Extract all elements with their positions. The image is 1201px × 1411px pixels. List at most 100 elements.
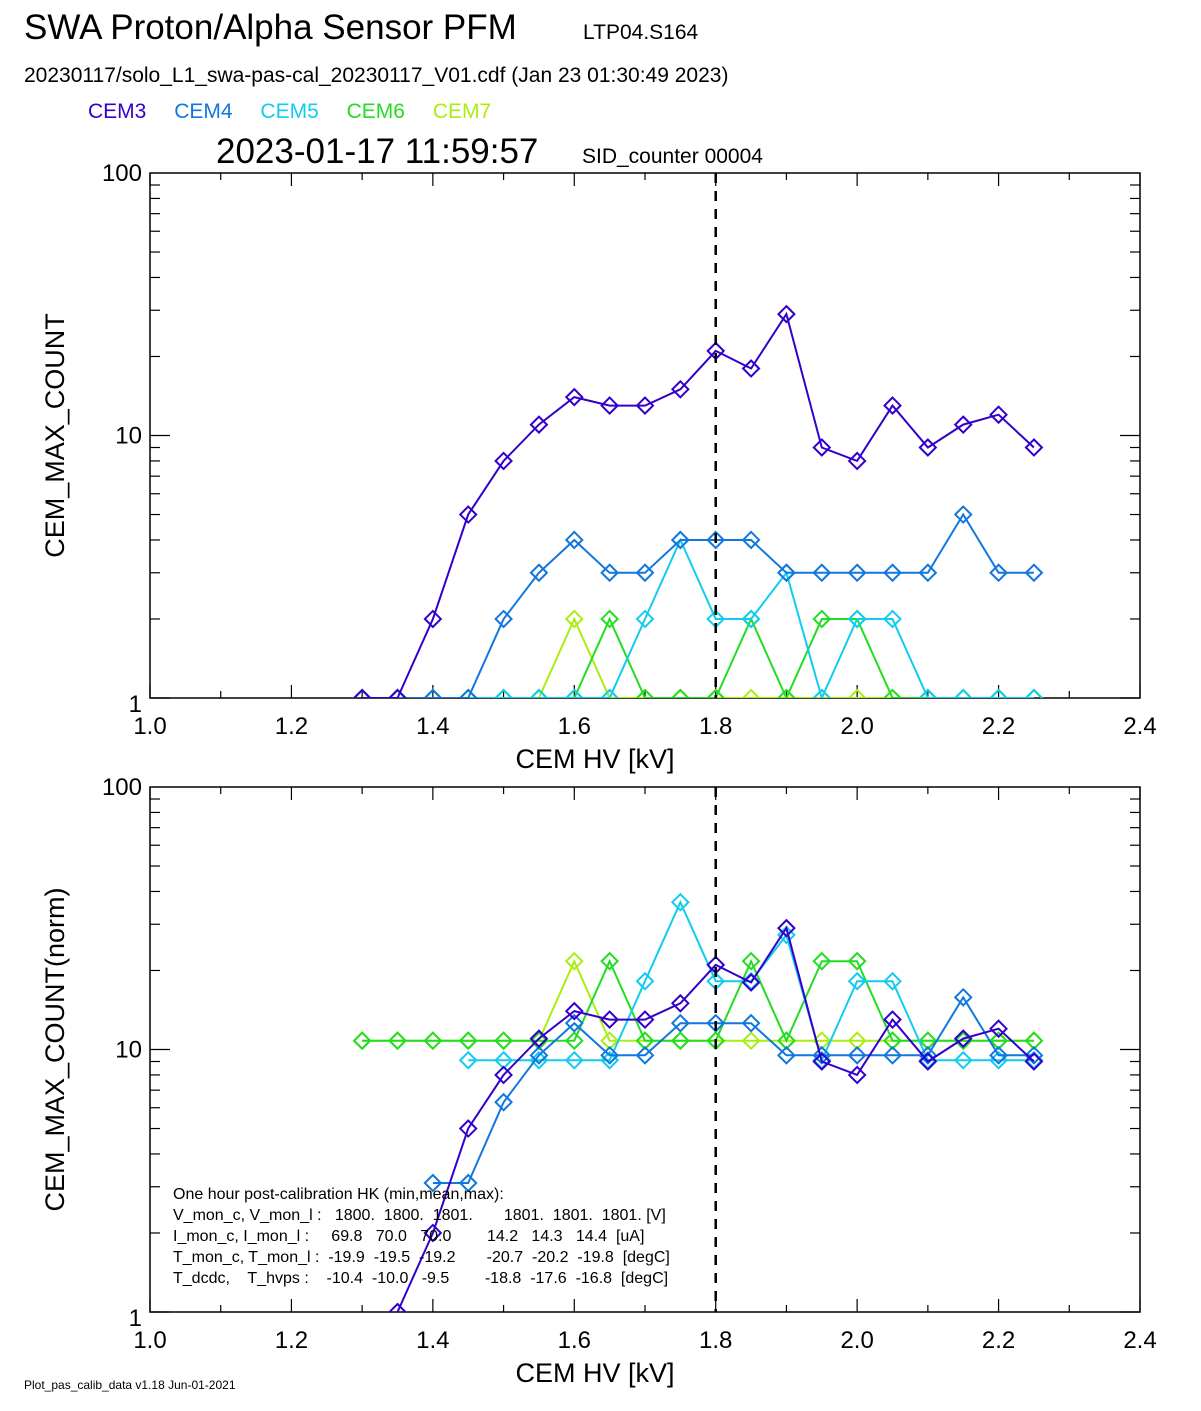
data-point [600, 396, 620, 416]
y-tick-label: 100 [102, 160, 142, 187]
hk-text-block: One hour post-calibration HK (min,mean,m… [173, 1186, 670, 1287]
legend-item-cem7: CEM7 [432, 100, 492, 123]
x-tick-label: 1.8 [699, 1327, 732, 1354]
data-point [989, 405, 1008, 425]
data-point [847, 1045, 867, 1065]
data-point [564, 530, 584, 550]
data-point [494, 1031, 513, 1051]
data-point [600, 609, 620, 629]
data-point [706, 688, 726, 698]
hk-line: I_mon_c, I_mon_l : 69.8 70.0 70.0 14.2 1… [173, 1228, 644, 1245]
data-point [777, 925, 796, 945]
series-line-cem7 [362, 958, 1034, 1042]
x-tick-label: 1.0 [133, 1327, 166, 1354]
data-point [741, 530, 761, 550]
series-line-cem3 [362, 311, 1035, 698]
hk-line: T_mon_c, T_mon_l : -19.9 -19.5 -19.2 -20… [173, 1249, 670, 1266]
data-point [706, 1013, 726, 1033]
data-point [953, 688, 973, 698]
data-point [847, 688, 867, 698]
data-point [600, 951, 620, 971]
data-point [494, 451, 513, 471]
data-point [423, 1031, 443, 1051]
data-point [953, 1050, 973, 1070]
data-point [388, 1302, 407, 1312]
data-point [777, 688, 796, 698]
data-point [635, 563, 655, 583]
data-point [458, 1031, 478, 1051]
data-point [670, 1013, 690, 1033]
file-info: 20230117/solo_L1_swa-pas-cal_20230117_V0… [24, 64, 729, 87]
data-point [458, 688, 478, 698]
data-point [635, 609, 655, 629]
data-point [600, 688, 620, 698]
data-point [564, 387, 584, 407]
x-tick-label: 2.4 [1123, 1327, 1156, 1354]
series-cem6 [352, 609, 1044, 698]
data-point [564, 1050, 584, 1070]
data-point [847, 563, 867, 583]
data-point [777, 1045, 796, 1065]
x-tick-label: 1.6 [558, 713, 591, 740]
data-point [918, 438, 938, 457]
data-point [847, 451, 867, 471]
series-line-cem5 [362, 537, 1034, 698]
y-tick-label: 1 [129, 1305, 142, 1332]
data-point [423, 1223, 443, 1243]
data-point [670, 1031, 690, 1051]
data-point [670, 530, 690, 550]
data-point [883, 1010, 902, 1030]
data-point [812, 1045, 832, 1065]
data-point [777, 918, 796, 938]
data-point [635, 1045, 655, 1065]
x-tick-label: 1.2 [275, 1327, 308, 1354]
hk-line: One hour post-calibration HK (min,mean,m… [173, 1186, 504, 1203]
data-point [953, 987, 973, 1007]
x-tick-label: 2.4 [1123, 713, 1156, 740]
series-line-cem7 [362, 616, 1034, 698]
data-point [600, 563, 620, 583]
data-point [847, 971, 867, 991]
series-cem4 [423, 987, 1044, 1193]
data-point [564, 609, 584, 629]
data-point [918, 688, 938, 698]
data-point [352, 688, 372, 698]
data-point [812, 951, 832, 971]
data-layer [352, 892, 1044, 1312]
data-point [1024, 438, 1044, 457]
series-cem6 [352, 951, 1044, 1051]
data-point [529, 1029, 549, 1049]
data-point [883, 563, 902, 583]
x-axis-title: CEM HV [kV] [515, 744, 674, 774]
data-point [741, 688, 761, 698]
data-point [812, 1052, 832, 1071]
data-point [494, 609, 513, 629]
legend: CEM3 CEM4 CEM5 CEM6 CEM7 [88, 100, 513, 124]
data-point [812, 609, 832, 629]
data-point [670, 892, 690, 912]
data-point [529, 415, 549, 435]
data-point [494, 1065, 513, 1085]
x-tick-label: 1.6 [558, 1327, 591, 1354]
data-point [494, 1092, 513, 1112]
series-line-cem3 [396, 925, 1035, 1312]
series-cem7 [352, 609, 1044, 698]
data-point [1024, 1045, 1044, 1065]
data-point [564, 951, 584, 971]
x-tick-label: 1.4 [416, 1327, 449, 1354]
chart-panel-1: 1.0 1.2 1.4 1.6 1.8 2.0 2.2 2.4 1 10 100 CEM HV [kV… [40, 160, 1157, 774]
x-tick-label: 2.0 [840, 713, 873, 740]
data-point [883, 609, 902, 629]
data-point [1024, 563, 1044, 583]
data-point [458, 505, 478, 524]
data-point [989, 563, 1008, 583]
data-point [741, 359, 761, 378]
data-point [741, 1013, 761, 1033]
data-point [388, 1031, 407, 1051]
hk-line: V_mon_c, V_mon_l : 1800. 1800. 1801. 180… [173, 1207, 666, 1224]
sensor-tag: LTP04.S164 [583, 21, 699, 44]
data-point [812, 688, 832, 698]
data-point [564, 1001, 584, 1021]
data-point [635, 971, 655, 991]
